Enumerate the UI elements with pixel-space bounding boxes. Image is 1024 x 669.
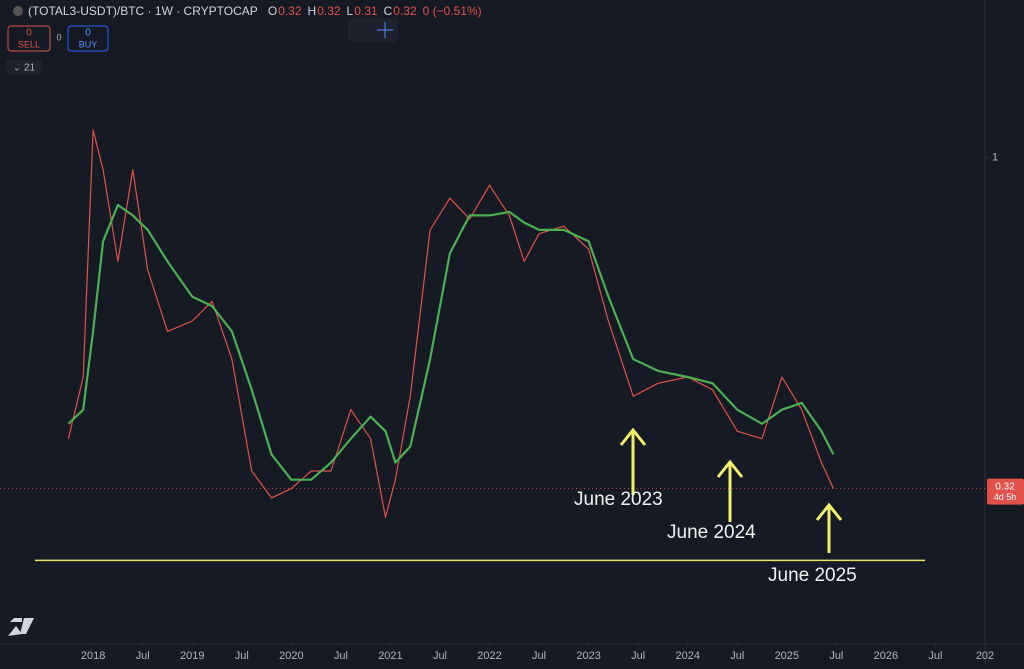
arrow (716, 459, 744, 522)
annotation: June 2023 (574, 489, 663, 510)
x-tick-label: Jul (928, 650, 942, 662)
spread: 0 (56, 32, 61, 42)
ohlc-key: C (384, 4, 393, 18)
ohlc-value: 0.32 (278, 4, 302, 18)
symbol: (TOTAL3-USDT)/BTC · 1W · CRYPTOCAP (28, 4, 258, 18)
ohlc-value: 0.32 (317, 4, 341, 18)
x-tick-label: Jul (136, 650, 150, 662)
header: (TOTAL3-USDT)/BTC · 1W · CRYPTOCAP 0 SEL… (6, 4, 482, 75)
symbol-icon (13, 6, 23, 16)
x-tick-label: 2024 (675, 650, 699, 662)
x-tick-label: Jul (631, 650, 645, 662)
annotations: June 2023 June 2024 June 2025 (574, 427, 857, 586)
series-line (67, 203, 835, 481)
ohlc-value: 0.31 (354, 4, 378, 18)
x-tick-label: 2022 (477, 650, 501, 662)
countdown: 4d 5h (994, 492, 1017, 502)
change: 0 (−0.51%) (423, 4, 482, 18)
series-line (67, 129, 834, 518)
x-tick-label: 2025 (775, 650, 799, 662)
x-tick-label: Jul (829, 650, 843, 662)
last-price-label: 0.32 (995, 481, 1015, 492)
sell-label: SELL (18, 39, 40, 49)
x-tick-label: 2026 (874, 650, 898, 662)
indicator-toggle[interactable] (6, 60, 42, 75)
logo (8, 618, 34, 636)
last-price-box (987, 478, 1024, 505)
x-tick-label: Jul (334, 650, 348, 662)
x-tick-label: Jul (730, 650, 744, 662)
x-tick-label: Jul (433, 650, 447, 662)
ohlc-key: H (308, 4, 317, 18)
x-tick-label: 2018 (81, 650, 105, 662)
x-tick-label: 2021 (378, 650, 402, 662)
crosshair-icon (377, 22, 393, 38)
arrow (815, 502, 843, 553)
x-tick-label: 2023 (576, 650, 600, 662)
chevron: ⌄ (13, 62, 21, 72)
x-tick-label: Jul (532, 650, 546, 662)
buy-price: 0 (85, 28, 91, 39)
y-tick-label: 1 (992, 152, 998, 164)
ohlc-key: L (347, 4, 354, 18)
indicator-value: 21 (24, 63, 36, 74)
x-tick-label: 2019 (180, 650, 204, 662)
plot: 2018 Jul 2019 Jul 2020 Jul 2021 Jul 2022 Jul 2023 J… (0, 129, 1024, 662)
x-tick-label: Jul (235, 650, 249, 662)
sell-button[interactable] (7, 25, 51, 52)
annotation: June 2024 (667, 522, 756, 543)
buy-label: BUY (79, 39, 98, 49)
arrow (619, 427, 647, 495)
sell-price: 0 (26, 28, 32, 39)
buy-button[interactable] (67, 25, 109, 52)
x-tick-label: 202 (976, 650, 994, 662)
x-tick-label: 2020 (279, 650, 303, 662)
annotation: June 2025 (768, 565, 857, 586)
ohlc-key: O (268, 4, 277, 18)
ohlc-value: 0.32 (393, 4, 417, 18)
